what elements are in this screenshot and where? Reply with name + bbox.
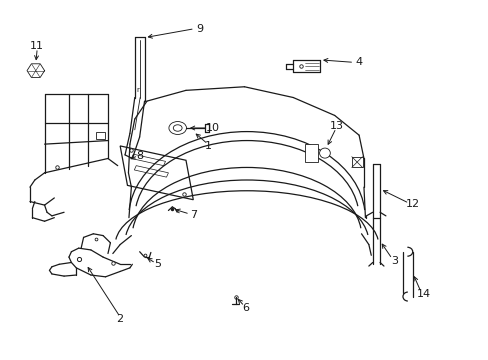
Bar: [96, 132, 104, 139]
Text: 1: 1: [204, 141, 211, 151]
Ellipse shape: [319, 148, 330, 158]
Text: 12: 12: [405, 199, 419, 210]
Text: 9: 9: [196, 24, 203, 34]
Text: 4: 4: [354, 57, 362, 67]
FancyBboxPatch shape: [305, 144, 317, 162]
Text: 5: 5: [154, 259, 161, 269]
Circle shape: [168, 122, 186, 134]
Text: 11: 11: [30, 41, 44, 50]
Text: 7: 7: [189, 210, 197, 220]
Text: 13: 13: [329, 121, 344, 131]
Polygon shape: [120, 146, 193, 200]
Text: r: r: [137, 87, 140, 93]
Polygon shape: [131, 154, 165, 166]
Text: 3: 3: [390, 256, 397, 266]
FancyBboxPatch shape: [351, 157, 362, 167]
Polygon shape: [134, 166, 168, 177]
Text: 14: 14: [416, 289, 430, 299]
Text: 2: 2: [116, 314, 123, 324]
Circle shape: [173, 125, 182, 131]
Text: 6: 6: [242, 303, 249, 313]
Text: 10: 10: [205, 123, 219, 133]
Text: 8: 8: [136, 150, 143, 161]
